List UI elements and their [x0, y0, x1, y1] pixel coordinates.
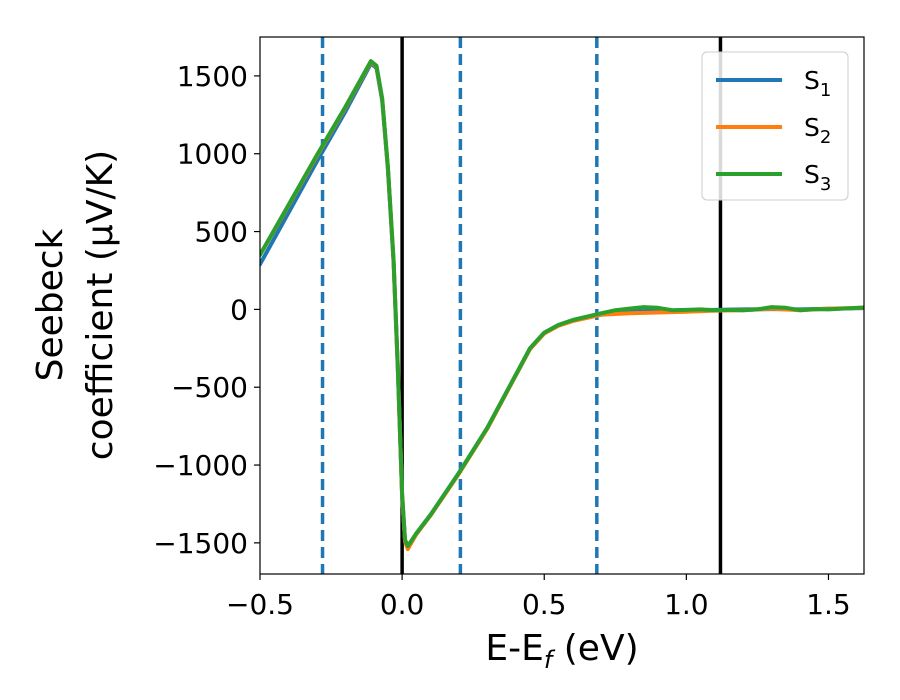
- x-tick-label: 1.5: [806, 588, 851, 621]
- y-tick-label: −1500: [153, 527, 248, 560]
- x-axis-title-tail: (eV): [552, 628, 638, 669]
- x-tick-label: 0.0: [380, 588, 425, 621]
- legend-label-s3: S3: [804, 160, 831, 195]
- x-tick-label: 1.0: [664, 588, 709, 621]
- x-tick-label: −0.5: [226, 588, 294, 621]
- y-axis-title-line-2: coefficient (μV/K): [80, 150, 121, 460]
- series-line-s3: [260, 59, 864, 548]
- x-axis-title-main: E-E: [485, 628, 543, 669]
- y-tick-label: −1000: [153, 449, 248, 482]
- y-tick-label: 1500: [177, 60, 248, 93]
- y-axis-title-line-1: Seebeck: [30, 228, 71, 381]
- legend-label-s2: S2: [804, 113, 831, 148]
- y-tick-label: 0: [230, 293, 248, 326]
- y-tick-label: −500: [171, 371, 248, 404]
- plot-frame: [259, 36, 865, 575]
- x-axis-title: E-Ef (eV): [485, 628, 638, 674]
- x-tick-label: 0.5: [522, 588, 567, 621]
- y-tick-label: 500: [195, 216, 248, 249]
- legend-label-s1: S1: [804, 66, 831, 101]
- y-tick-label: 1000: [177, 138, 248, 171]
